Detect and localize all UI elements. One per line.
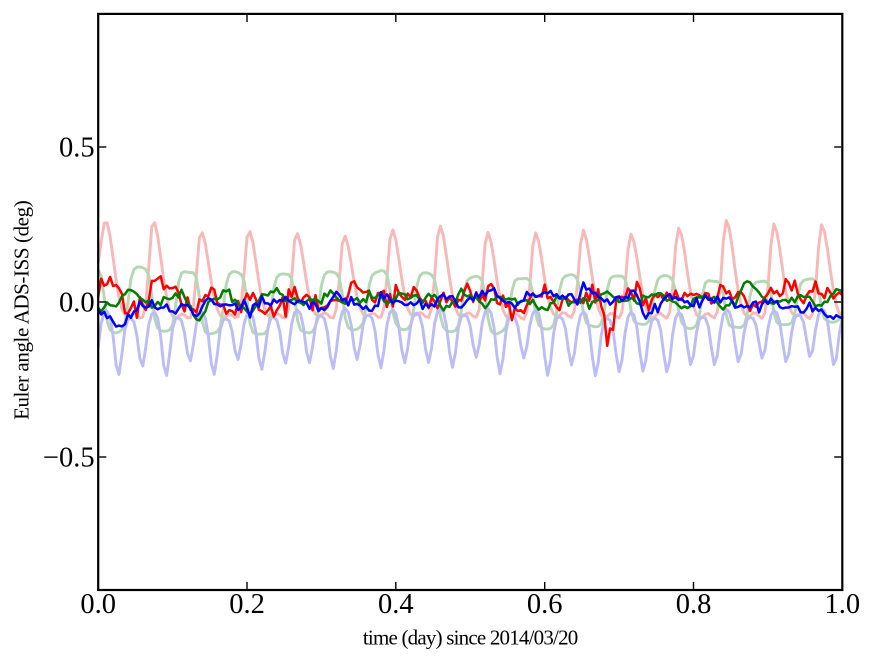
svg-text:−0.5: −0.5 (43, 443, 95, 474)
svg-text:0.0: 0.0 (80, 589, 116, 620)
svg-text:0.6: 0.6 (527, 589, 563, 620)
svg-text:0.2: 0.2 (229, 589, 265, 620)
svg-text:1.0: 1.0 (824, 589, 860, 620)
svg-text:Euler angle ADS-ISS (deg): Euler angle ADS-ISS (deg) (10, 200, 34, 420)
svg-text:0.5: 0.5 (59, 133, 95, 164)
svg-text:time (day) since 2014/03/20: time (day) since 2014/03/20 (363, 625, 578, 649)
svg-text:0.4: 0.4 (378, 589, 414, 620)
svg-text:0.8: 0.8 (676, 589, 712, 620)
svg-text:0.0: 0.0 (59, 288, 95, 319)
